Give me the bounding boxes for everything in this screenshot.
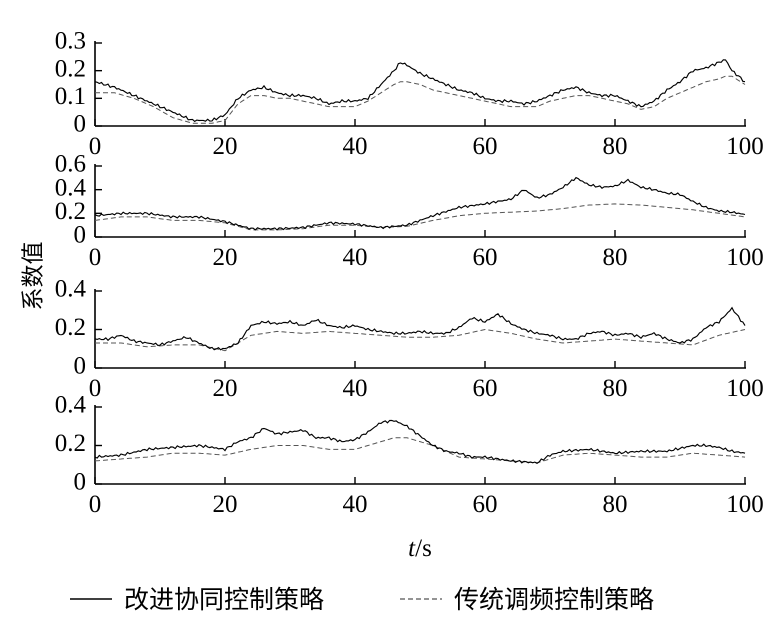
- x-tick-label: 100: [726, 491, 764, 518]
- legend-item-improved: 改进协同控制策略: [124, 585, 324, 614]
- x-tick-label: 100: [726, 375, 764, 402]
- y-tick-label: 0.2: [55, 55, 86, 82]
- y-tick-label: 0.4: [55, 276, 87, 303]
- subplot-3: 0 0.2 0.4 0 20 40 60 80 100: [55, 276, 764, 402]
- y-tick-label: 0: [74, 353, 87, 380]
- x-tick-label: 40: [343, 133, 368, 160]
- series-improved-line: [94, 176, 746, 231]
- y-tick-label: 0.6: [55, 151, 86, 178]
- series-traditional-line: [94, 437, 746, 464]
- x-tick-label: 80: [603, 491, 628, 518]
- x-tick-label: 20: [213, 244, 238, 271]
- y-tick-label: 0.2: [55, 314, 86, 341]
- series-improved-line: [94, 419, 746, 464]
- x-axis-label: t/s: [408, 535, 432, 562]
- x-tick-label: 60: [473, 375, 498, 402]
- series-traditional-line: [94, 203, 746, 231]
- x-tick-label: 20: [213, 375, 238, 402]
- y-tick-label: 0.1: [55, 83, 86, 110]
- legend: 改进协同控制策略 传统调频控制策略: [70, 585, 654, 614]
- y-tick-label: 0: [74, 111, 87, 138]
- series-improved-line: [94, 59, 746, 123]
- subplot-4: 0 0.2 0.4 0 20 40 60 80 100: [55, 392, 764, 518]
- x-axis-label-variable: t: [408, 535, 416, 562]
- series-improved-line: [94, 306, 746, 351]
- x-tick-label: 0: [89, 133, 102, 160]
- x-tick-label: 60: [473, 491, 498, 518]
- x-tick-label: 40: [343, 375, 368, 402]
- x-tick-label: 0: [89, 491, 102, 518]
- subplot-2: 00.20.40.6 0 20 40 60 80 100: [55, 151, 764, 271]
- subplot-1: 00.10.20.3 0 20 40 60 80 100: [55, 28, 764, 160]
- x-tick-label: 40: [343, 491, 368, 518]
- x-tick-label: 80: [603, 375, 628, 402]
- series-traditional-line: [95, 328, 746, 352]
- y-tick-label: 0: [74, 222, 87, 249]
- legend-item-traditional: 传统调频控制策略: [454, 585, 654, 614]
- x-axis-label-unit: /s: [415, 535, 432, 562]
- y-tick-label: 0.4: [55, 392, 87, 419]
- x-tick-label: 80: [603, 133, 628, 160]
- x-tick-label: 100: [726, 133, 764, 160]
- y-tick-label: 0.3: [55, 28, 86, 55]
- y-tick-label: 0.2: [55, 430, 86, 457]
- x-tick-label: 60: [473, 244, 498, 271]
- x-tick-label: 80: [603, 244, 628, 271]
- x-tick-label: 20: [213, 133, 238, 160]
- y-tick-label: 0.2: [55, 198, 86, 225]
- y-tick-label: 0: [74, 469, 87, 496]
- series-traditional-line: [95, 75, 746, 124]
- x-tick-label: 0: [89, 375, 102, 402]
- x-tick-label: 0: [89, 244, 102, 271]
- x-tick-label: 20: [213, 491, 238, 518]
- y-tick-label: 0.4: [55, 174, 87, 201]
- y-axis-label: 系数值: [21, 242, 47, 311]
- x-tick-label: 60: [473, 133, 498, 160]
- x-tick-label: 40: [343, 244, 368, 271]
- x-tick-label: 100: [726, 244, 764, 271]
